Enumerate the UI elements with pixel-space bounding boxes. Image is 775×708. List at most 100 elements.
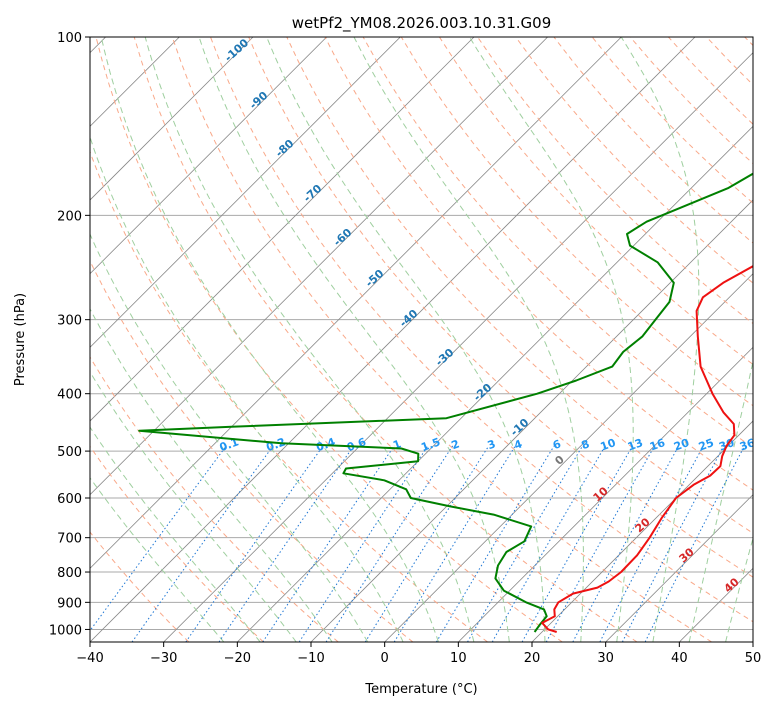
moist-adiabat: [144, 37, 475, 642]
x-tick-label: 40: [671, 651, 688, 666]
isotherm-line: [90, 37, 622, 569]
mixing-ratio-line: [262, 445, 395, 642]
adiabat-label: 0: [552, 453, 567, 468]
mixing-ratio-line: [435, 445, 555, 642]
x-axis-ticks: −40 −30 −20 −10 0 10 20 30 40 50: [76, 642, 761, 666]
dry-adiabats: [90, 37, 753, 642]
y-axis-label: Pressure (hPa): [13, 293, 28, 386]
isotherm-line: [90, 37, 475, 422]
moist-adiabat: [100, 37, 439, 642]
plot-area: 0.1 0.2 0.4 0.6 1 1.5 2 3 4 6 8 10 13 16 20 25 30 36-100-…: [90, 36, 757, 642]
mixing-ratio-line: [393, 445, 516, 642]
mixing-ratio-label: 10: [599, 436, 618, 454]
moist-adiabat: [90, 476, 225, 642]
moist-adiabat: [90, 232, 369, 642]
dry-adiabat: [133, 37, 638, 642]
adiabat-label: -80: [273, 137, 297, 160]
mixing-ratio-line: [364, 445, 490, 642]
y-tick-label: 200: [57, 209, 82, 224]
mixing-ratio-label: 2: [450, 437, 462, 452]
x-tick-label: 0: [381, 651, 389, 666]
adiabat-label: -50: [363, 267, 387, 290]
mixing-ratio-label: 8: [580, 437, 592, 452]
isotherm-line: [90, 37, 327, 275]
isotherm-line: [531, 420, 753, 642]
dry-adiabat: [90, 445, 264, 642]
mixing-ratio-line: [545, 445, 656, 642]
mixing-ratio-label: 1.5: [419, 435, 442, 454]
mixing-ratio-line: [467, 445, 584, 642]
moist-adiabat: [266, 37, 546, 642]
mixing-ratio-line: [131, 445, 274, 642]
isotherm-line: [752, 641, 753, 642]
mixing-ratio-label: 1: [391, 437, 403, 452]
mixing-ratio-label: 13: [626, 436, 645, 453]
y-tick-label: 900: [57, 596, 82, 611]
adiabat-label: -70: [301, 182, 325, 205]
mixing-ratio-label: 25: [697, 436, 716, 453]
mixing-ratio-label: 20: [672, 436, 691, 454]
profiles: [138, 172, 753, 633]
y-tick-label: 500: [57, 445, 82, 460]
plot-frame: [89, 36, 754, 643]
dry-adiabat: [90, 150, 488, 642]
mixing-ratio-line: [621, 445, 725, 642]
y-tick-label: 800: [57, 566, 82, 581]
mixing-ratio-label: 36: [738, 436, 757, 454]
adiabat-label: -20: [471, 381, 495, 404]
mixing-ratio-line: [521, 445, 633, 642]
isotherm-line: [90, 37, 401, 348]
mixing-ratio-label: 6: [551, 437, 563, 452]
isotherm-line: [605, 494, 753, 642]
adiabat-label: 30: [677, 545, 697, 565]
mixing-ratio-label: 0.2: [264, 435, 287, 454]
y-tick-label: 300: [57, 314, 82, 329]
mixing-ratio-label: 16: [648, 436, 667, 454]
dry-adiabat: [438, 37, 753, 366]
mixing-ratio-label: 0.6: [345, 435, 368, 454]
mixing-ratio-label: 4: [512, 437, 524, 452]
mixing-ratio-line: [325, 445, 454, 642]
dry-adiabat: [171, 37, 712, 642]
isotherm-line: [458, 346, 753, 642]
dry-adiabat: [90, 356, 339, 642]
x-tick-label: 20: [524, 651, 541, 666]
x-tick-label: 30: [597, 651, 614, 666]
mixing-ratio-label: 3: [486, 437, 498, 452]
isotherm-line: [90, 37, 548, 496]
moist-adiabat: [353, 37, 584, 642]
dry-adiabat: [90, 531, 190, 642]
moist-adiabat: [90, 308, 333, 642]
moist-adiabat: [688, 358, 753, 642]
mixing-ratio-line: [185, 445, 324, 642]
isotherm-line: [163, 52, 753, 642]
isotherm-line: [237, 125, 753, 642]
x-tick-label: 50: [745, 651, 762, 666]
dry-adiabat: [400, 37, 753, 407]
x-tick-label: −40: [76, 651, 103, 666]
isotherm-grid: [90, 37, 753, 642]
moist-adiabat: [198, 37, 510, 642]
y-tick-label: 1000: [49, 623, 82, 638]
mixing-ratio-line: [218, 445, 355, 642]
chart-title: wetPf2_YM08.2026.003.10.31.G09: [292, 14, 551, 33]
mixing-ratio-line: [90, 445, 227, 632]
isobar-grid: [90, 37, 753, 630]
x-axis-label: Temperature (°C): [364, 682, 477, 697]
x-tick-label: −20: [224, 651, 251, 666]
isotherm-line: [384, 273, 753, 642]
y-tick-label: 600: [57, 492, 82, 507]
isotherm-line: [90, 37, 254, 201]
y-tick-label: 100: [57, 31, 82, 46]
moist-adiabat: [469, 37, 634, 642]
adiabat-label: -100: [222, 36, 251, 64]
moist-adiabat: [725, 536, 753, 642]
x-tick-label: −30: [150, 651, 177, 666]
adiabat-label: -90: [247, 89, 271, 112]
moist-adiabat: [90, 426, 261, 642]
moist-adiabat: [90, 135, 404, 642]
dry-adiabat: [515, 37, 753, 284]
adiabat-label: -10: [508, 416, 532, 439]
adiabat-label: -30: [433, 346, 457, 369]
